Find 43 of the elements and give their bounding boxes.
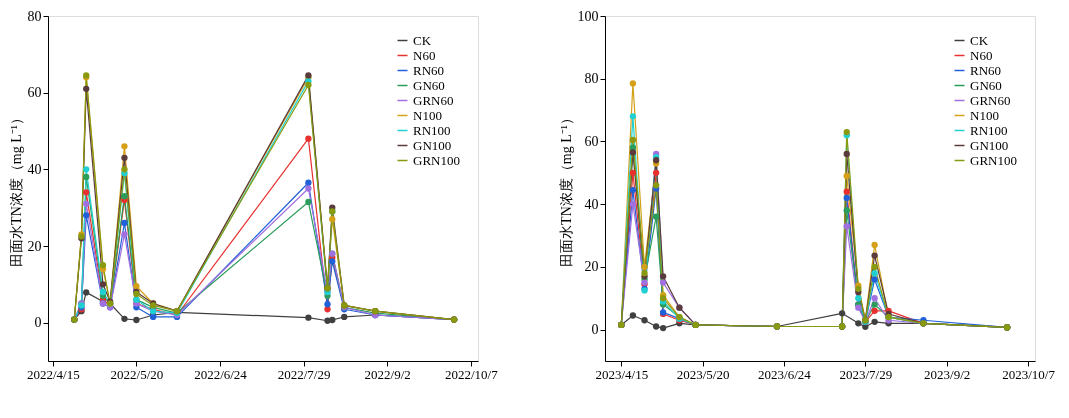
legend-label: N100	[413, 107, 442, 123]
y-tick-label: 100	[577, 8, 599, 24]
legend-label: RN60	[413, 62, 445, 78]
y-tick-label: 20	[584, 259, 599, 275]
legend-label: CK	[413, 32, 432, 48]
x-tick-label: 2022/4/15	[26, 366, 80, 382]
x-tick-label: 2023/10/7	[1002, 366, 1056, 382]
legend-label: N100	[970, 107, 999, 123]
legend-label: GRN60	[413, 92, 454, 108]
legend-label: GRN100	[413, 152, 460, 168]
x-tick-label: 2023/5/20	[676, 366, 730, 382]
legend-label: RN100	[970, 122, 1008, 138]
y-tick-label: 80	[584, 71, 599, 87]
x-tick-label: 2022/6/24	[194, 366, 248, 382]
y-tick-label: 40	[27, 161, 42, 177]
y-tick-label: 20	[27, 238, 42, 254]
y-tick-label: 80	[27, 8, 42, 24]
legend-label: N60	[970, 47, 993, 63]
legend-label: RN60	[970, 62, 1002, 78]
legend-label: GN60	[413, 77, 445, 93]
x-tick-label: 2023/4/15	[595, 366, 649, 382]
x-tick-label: 2023/6/24	[758, 366, 812, 382]
legend-label: RN100	[413, 122, 451, 138]
x-tick-label: 2023/7/29	[839, 366, 893, 382]
x-tick-label: 2022/9/2	[364, 366, 411, 382]
x-tick-label: 2023/9/2	[924, 366, 971, 382]
x-tick-label: 2022/10/7	[444, 366, 499, 382]
legend-label: N60	[413, 47, 436, 63]
legend-label: GN100	[413, 137, 452, 153]
y-tick-label: 40	[584, 196, 599, 212]
y-tick-label: 0	[591, 322, 599, 338]
legend-label: GN100	[970, 137, 1009, 153]
legend-label: CK	[970, 32, 989, 48]
legend-label: GRN100	[970, 152, 1017, 168]
x-tick-label: 2022/5/20	[110, 366, 164, 382]
x-tick-label: 2022/7/29	[277, 366, 331, 382]
y-tick-label: 60	[584, 133, 599, 149]
legend-label: GN60	[970, 77, 1002, 93]
legend-label: GRN60	[970, 92, 1011, 108]
y-axis-title: 田面水TN浓度（mg L⁻¹）	[8, 111, 24, 267]
y-axis-title: 田面水TN浓度（mg L⁻¹）	[558, 111, 574, 267]
y-tick-label: 0	[34, 315, 42, 331]
y-tick-label: 60	[27, 85, 42, 101]
